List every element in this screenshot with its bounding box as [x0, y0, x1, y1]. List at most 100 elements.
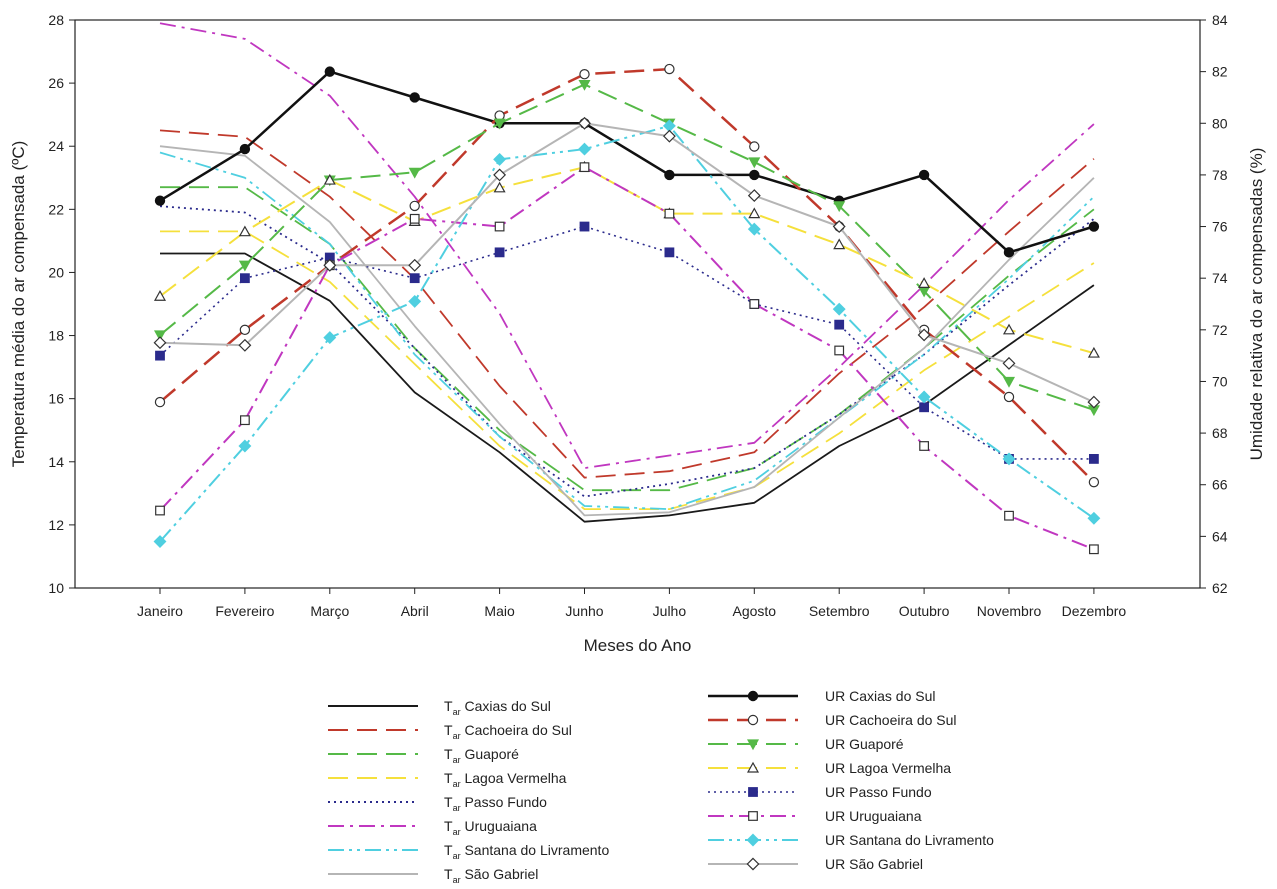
humidity-point [664, 63, 675, 75]
legend-label: UR Lagoa Vermelha [825, 760, 951, 776]
humidity-point [747, 189, 761, 203]
y-tick-label: 16 [48, 391, 64, 407]
humidity-series-line [159, 122, 1095, 404]
legend-label: Tar Cachoeira do Sul [444, 722, 572, 741]
legend-label: UR São Gabriel [825, 856, 923, 872]
humidity-point [578, 79, 591, 91]
y2-tick-label: 78 [1212, 167, 1228, 183]
humidity-point [154, 195, 166, 206]
humidity-point [1002, 356, 1016, 370]
x-tick-label: Maio [484, 603, 515, 619]
humidity-point [153, 535, 167, 548]
y2-tick-label: 66 [1212, 477, 1228, 493]
legend: Tar Caxias do Sul Tar Cachoeira do Sul Tar… [328, 688, 994, 885]
humidity-point [153, 290, 167, 301]
humidity-point [239, 143, 251, 155]
y-tick-label: 22 [48, 201, 64, 217]
humidity-point [408, 167, 421, 179]
humidity-point [833, 238, 846, 250]
y2-tick-label: 64 [1212, 528, 1228, 544]
humidity-point [749, 299, 760, 309]
y2-tick-label: 70 [1212, 373, 1228, 389]
humidity-point [1087, 346, 1100, 358]
y2-tick-label: 84 [1212, 12, 1228, 28]
humidity-point [834, 319, 845, 330]
humidity-series-line [159, 166, 1095, 355]
humidity-point [918, 169, 930, 181]
humidity-point [1003, 391, 1015, 403]
humidity-point [578, 116, 591, 130]
humidity-point [240, 273, 250, 284]
legend-marker [748, 811, 758, 821]
legend-label: UR Passo Fundo [825, 784, 932, 800]
humidity-point [323, 173, 336, 185]
humidity-point [408, 258, 422, 272]
legend-marker [746, 739, 760, 751]
humidity-point [919, 402, 929, 413]
humidity-point [1004, 510, 1014, 521]
plot-area [153, 22, 1101, 555]
y-tick-label: 10 [48, 580, 64, 596]
x-tick-label: Abril [401, 603, 429, 619]
y-tick-label: 24 [48, 138, 64, 154]
humidity-point [493, 181, 506, 193]
legend-marker [746, 857, 760, 871]
axes: 10 12 14 16 18 20 22 24 26 28 62 64 66 68 70 72 74 76 78 80… [9, 12, 1266, 655]
humidity-point [918, 277, 931, 288]
humidity-point [153, 330, 167, 342]
legend-label: Tar Guaporé [444, 746, 519, 765]
humidity-point [409, 273, 420, 284]
humidity-point [832, 302, 846, 316]
legend-marker [747, 690, 759, 702]
humidity-point [748, 207, 761, 219]
legend-label: UR Uruguaiana [825, 808, 922, 824]
humidity-point [1087, 511, 1101, 525]
humidity-point [239, 324, 251, 336]
y-tick-label: 28 [48, 12, 64, 28]
humidity-point [917, 390, 931, 404]
legend-label: Tar Lagoa Vermelha [444, 770, 567, 789]
humidity-point [493, 118, 506, 130]
humidity-point [1088, 544, 1099, 555]
y2-tick-label: 72 [1212, 322, 1228, 338]
humidity-series-line [159, 70, 1095, 254]
humidity-point [1088, 476, 1100, 488]
humidity-point [1003, 247, 1015, 258]
humidity-point [664, 208, 675, 219]
x-tick-label: Novembro [977, 603, 1042, 619]
humidity-point [1088, 221, 1100, 232]
temp-series-line [159, 151, 1095, 511]
legend-marker [747, 714, 759, 726]
legend-label: Tar Uruguaiana [444, 818, 537, 837]
humidity-point [917, 328, 931, 342]
humidity-point [832, 220, 846, 233]
legend-label: UR Guaporé [825, 736, 904, 752]
legend-marker [746, 833, 760, 847]
humidity-series-line [159, 124, 1095, 543]
humidity-series-line [159, 225, 1094, 460]
x-tick-label: Dezembro [1062, 603, 1127, 619]
humidity-point [153, 336, 167, 350]
humidity-point [494, 247, 505, 258]
humidity-point [323, 258, 337, 272]
humidity-series-line [159, 67, 1095, 483]
humidity-point [238, 439, 252, 453]
humidity-point [409, 200, 420, 212]
humidity-point [1087, 395, 1101, 409]
temp-series-line [160, 230, 1095, 511]
legend-label: UR Cachoeira do Sul [825, 712, 957, 728]
humidity-point [238, 260, 251, 272]
x-tick-label: Março [310, 603, 349, 619]
legend-label: UR Santana do Livramento [825, 832, 994, 848]
x-tick-label: Outubro [899, 603, 950, 619]
humidity-point [749, 169, 760, 181]
y2-tick-label: 68 [1212, 425, 1228, 441]
humidity-point [747, 222, 761, 236]
x-tick-label: Fevereiro [215, 603, 274, 619]
legend-marker [748, 787, 758, 797]
y-tick-label: 20 [48, 264, 64, 280]
humidity-series-line [159, 83, 1095, 411]
y2-tick-label: 76 [1212, 219, 1228, 235]
humidity-point [579, 221, 590, 232]
